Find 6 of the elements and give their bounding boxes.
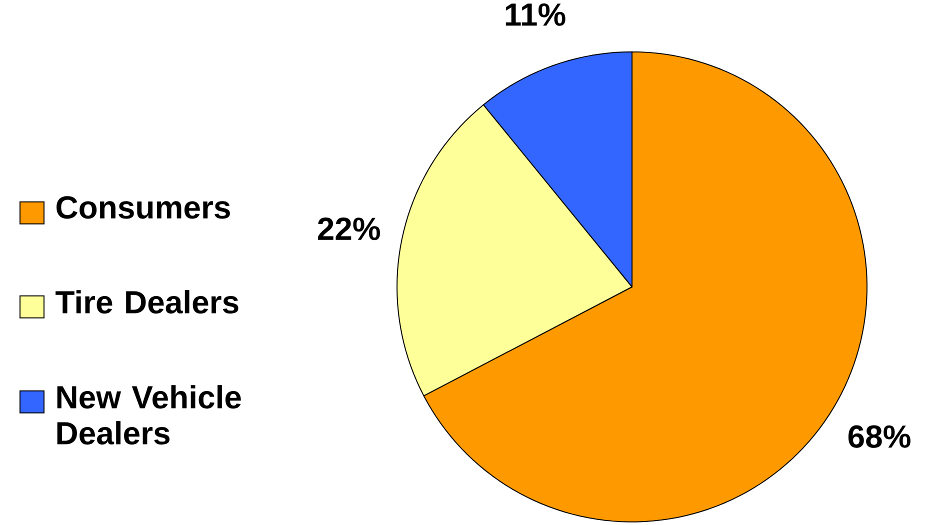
data-label: 68% xyxy=(848,425,910,448)
legend-label: New Vehicle Dealers xyxy=(57,385,241,445)
data-label: 22% xyxy=(318,218,380,240)
data-label: 11% xyxy=(506,3,566,26)
legend-label: Consumers xyxy=(56,196,230,219)
legend-label: Tire Dealers xyxy=(56,290,238,314)
